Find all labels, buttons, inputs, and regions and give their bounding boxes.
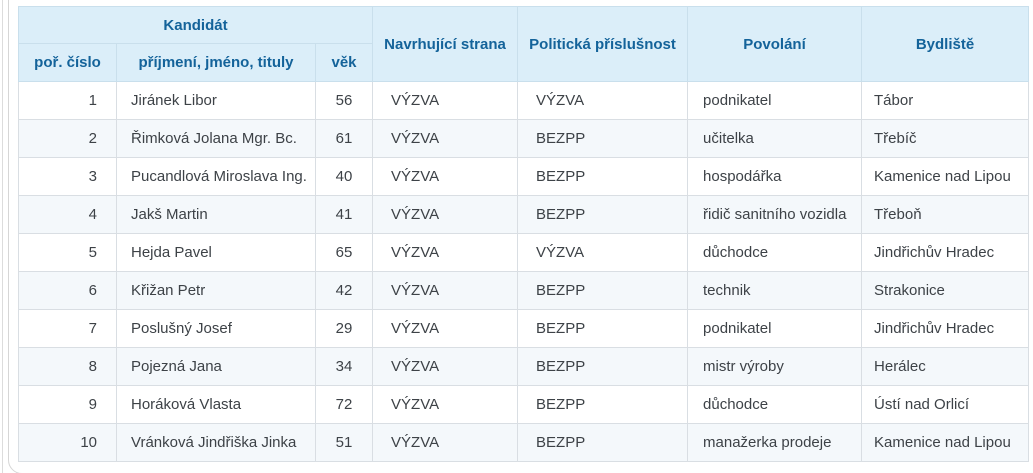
cell-residence: Jindřichův Hradec (861, 233, 1030, 272)
table-row: 10 Vránková Jindřiška Jinka 51 VÝZVA BEZ… (18, 423, 1030, 462)
col-header-name: příjmení, jméno, tituly (116, 43, 316, 82)
cell-residence: Herálec (861, 347, 1030, 386)
cell-occupation: řidič sanitního vozidla (687, 195, 863, 234)
cell-name: Pojezná Jana (116, 347, 316, 386)
cell-age: 56 (314, 81, 374, 120)
cell-residence: Kamenice nad Lipou (861, 423, 1030, 462)
cell-occupation: mistr výroby (687, 347, 863, 386)
cell-order-number: 5 (18, 233, 117, 272)
col-header-age: věk (314, 43, 374, 82)
cell-occupation: podnikatel (687, 309, 863, 348)
cell-order-number: 1 (18, 81, 117, 120)
cell-political-affiliation: BEZPP (517, 195, 689, 234)
table-row: 3 Pucandlová Miroslava Ing. 40 VÝZVA BEZ… (18, 157, 1030, 196)
cell-nominating-party: VÝZVA (372, 157, 519, 196)
cell-political-affiliation: BEZPP (517, 271, 689, 310)
cell-name: Hejda Pavel (116, 233, 316, 272)
cell-order-number: 4 (18, 195, 117, 234)
cell-nominating-party: VÝZVA (372, 271, 519, 310)
cell-political-affiliation: BEZPP (517, 347, 689, 386)
table-body: 1 Jiránek Libor 56 VÝZVA VÝZVA podnikate… (18, 81, 1030, 462)
cell-political-affiliation: BEZPP (517, 119, 689, 158)
cell-occupation: důchodce (687, 385, 863, 424)
cell-age: 65 (314, 233, 374, 272)
cell-nominating-party: VÝZVA (372, 347, 519, 386)
col-header-nominating-party: Navrhující strana (372, 6, 519, 82)
table-row: 6 Křižan Petr 42 VÝZVA BEZPP technik Str… (18, 271, 1030, 310)
cell-residence: Kamenice nad Lipou (861, 157, 1030, 196)
cell-name: Řimková Jolana Mgr. Bc. (116, 119, 316, 158)
cell-order-number: 3 (18, 157, 117, 196)
cell-occupation: hospodářka (687, 157, 863, 196)
cell-name: Vránková Jindřiška Jinka (116, 423, 316, 462)
table-row: 5 Hejda Pavel 65 VÝZVA VÝZVA důchodce Ji… (18, 233, 1030, 272)
cell-age: 51 (314, 423, 374, 462)
cell-occupation: manažerka prodeje (687, 423, 863, 462)
table-row: 1 Jiránek Libor 56 VÝZVA VÝZVA podnikate… (18, 81, 1030, 120)
cell-political-affiliation: BEZPP (517, 423, 689, 462)
cell-political-affiliation: VÝZVA (517, 81, 689, 120)
header-sub-row: poř. číslo příjmení, jméno, tituly věk (18, 43, 1029, 82)
cell-occupation: technik (687, 271, 863, 310)
cell-residence: Strakonice (861, 271, 1030, 310)
cell-age: 40 (314, 157, 374, 196)
cell-order-number: 6 (18, 271, 117, 310)
cell-nominating-party: VÝZVA (372, 423, 519, 462)
table-row: 7 Poslušný Josef 29 VÝZVA BEZPP podnikat… (18, 309, 1030, 348)
table-row: 2 Řimková Jolana Mgr. Bc. 61 VÝZVA BEZPP… (18, 119, 1030, 158)
cell-political-affiliation: BEZPP (517, 385, 689, 424)
candidates-table: Kandidát Navrhující strana Politická pří… (17, 6, 1030, 462)
cell-order-number: 10 (18, 423, 117, 462)
cell-residence: Ústí nad Orlicí (861, 385, 1030, 424)
cell-order-number: 9 (18, 385, 117, 424)
cell-occupation: podnikatel (687, 81, 863, 120)
col-header-political-affiliation: Politická příslušnost (517, 6, 689, 82)
col-header-order-number: poř. číslo (18, 43, 117, 82)
cell-residence: Třeboň (861, 195, 1030, 234)
cell-residence: Tábor (861, 81, 1030, 120)
cell-nominating-party: VÝZVA (372, 385, 519, 424)
header-group-row: Kandidát Navrhující strana Politická pří… (17, 6, 1030, 82)
cell-name: Poslušný Josef (116, 309, 316, 348)
cell-age: 72 (314, 385, 374, 424)
cell-occupation: důchodce (687, 233, 863, 272)
cell-name: Pucandlová Miroslava Ing. (116, 157, 316, 196)
cell-nominating-party: VÝZVA (372, 119, 519, 158)
col-header-residence: Bydliště (861, 6, 1030, 82)
cell-political-affiliation: BEZPP (517, 309, 689, 348)
cell-nominating-party: VÝZVA (372, 81, 519, 120)
cell-name: Jakš Martin (116, 195, 316, 234)
col-header-occupation: Povolání (687, 6, 863, 82)
cell-nominating-party: VÝZVA (372, 233, 519, 272)
cell-age: 34 (314, 347, 374, 386)
cell-political-affiliation: VÝZVA (517, 233, 689, 272)
cell-age: 29 (314, 309, 374, 348)
cell-residence: Jindřichův Hradec (861, 309, 1030, 348)
cell-age: 42 (314, 271, 374, 310)
cell-nominating-party: VÝZVA (372, 309, 519, 348)
cell-order-number: 2 (18, 119, 117, 158)
table-row: 8 Pojezná Jana 34 VÝZVA BEZPP mistr výro… (18, 347, 1030, 386)
cell-nominating-party: VÝZVA (372, 195, 519, 234)
cell-age: 41 (314, 195, 374, 234)
cell-political-affiliation: BEZPP (517, 157, 689, 196)
cell-order-number: 8 (18, 347, 117, 386)
table-row: 9 Horáková Vlasta 72 VÝZVA BEZPP důchodc… (18, 385, 1030, 424)
cell-age: 61 (314, 119, 374, 158)
cell-residence: Třebíč (861, 119, 1030, 158)
col-header-candidate-group: Kandidát (17, 6, 374, 44)
table-header: Kandidát Navrhující strana Politická pří… (17, 6, 1030, 82)
cell-name: Horáková Vlasta (116, 385, 316, 424)
cell-order-number: 7 (18, 309, 117, 348)
cell-name: Jiránek Libor (116, 81, 316, 120)
cell-name: Křižan Petr (116, 271, 316, 310)
cell-occupation: učitelka (687, 119, 863, 158)
page-edge-line (2, 0, 3, 473)
table-row: 4 Jakš Martin 41 VÝZVA BEZPP řidič sanit… (18, 195, 1030, 234)
